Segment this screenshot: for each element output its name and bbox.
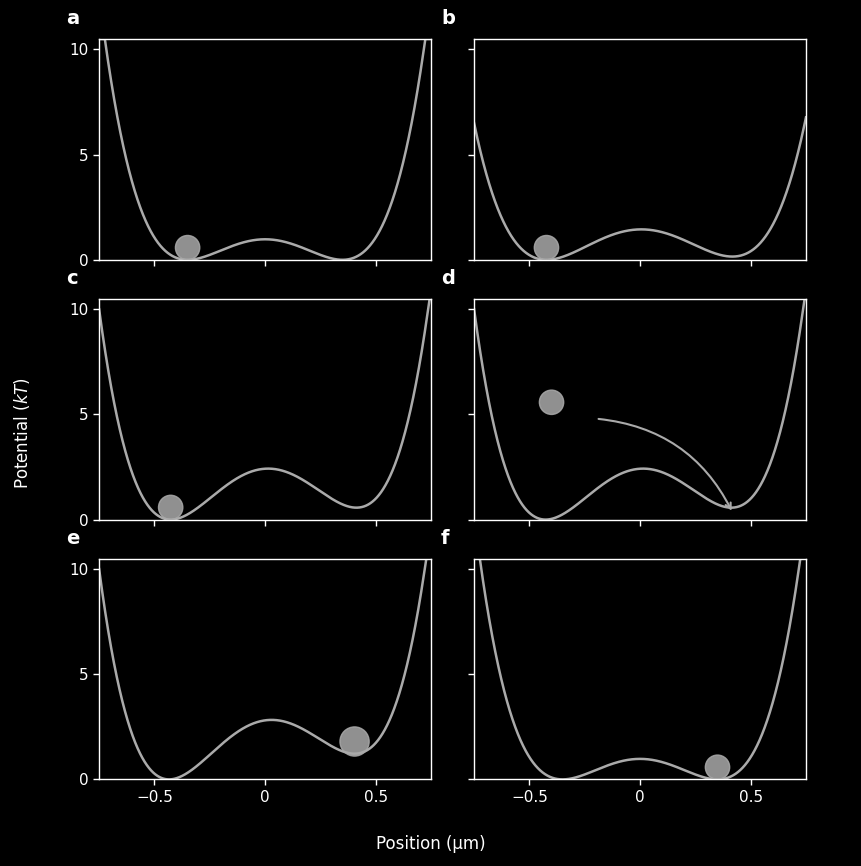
Text: Position (μm): Position (μm) (375, 836, 486, 853)
Text: a: a (66, 9, 79, 28)
Text: b: b (441, 9, 455, 28)
Ellipse shape (704, 755, 728, 779)
Ellipse shape (158, 495, 183, 520)
Ellipse shape (176, 236, 200, 260)
Ellipse shape (339, 727, 369, 756)
Ellipse shape (539, 390, 563, 415)
Text: Potential ($k\mathit{T}$): Potential ($k\mathit{T}$) (11, 377, 32, 489)
Text: e: e (66, 528, 79, 547)
Text: f: f (441, 528, 449, 547)
Text: c: c (66, 268, 77, 288)
Ellipse shape (534, 236, 558, 260)
Text: d: d (441, 268, 455, 288)
